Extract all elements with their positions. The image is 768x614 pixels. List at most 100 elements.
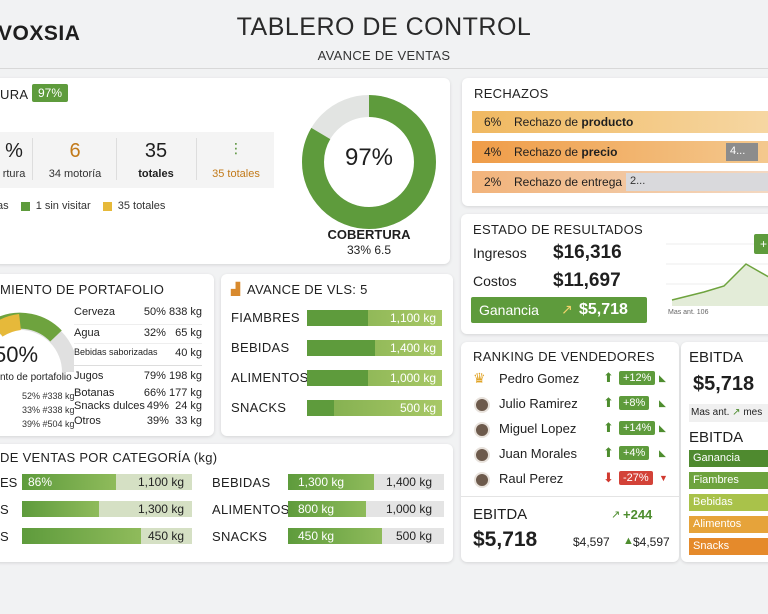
rechazos-title: RECHAZOS <box>474 86 549 101</box>
ebitda-side-title: EBITDA <box>689 349 744 366</box>
portafolio-row: Agua 32% 65 kg <box>74 325 202 344</box>
up-arrow-icon: ↗ <box>732 407 741 418</box>
stat-value: 35 <box>144 140 168 162</box>
cat-bar[interactable]: 1,300 kg 1,400 kg <box>288 474 444 490</box>
vls-bar-value: 1,100 kg <box>389 311 436 325</box>
stat-label: 35 totales <box>212 168 260 180</box>
triangle-down-icon: ▼ <box>659 473 668 483</box>
ebitda-legend-item: Fiambres <box>689 472 768 489</box>
cat-bar[interactable]: 450 kg 500 kg <box>288 528 444 544</box>
rechazo-row[interactable]: 4% Rechazo de precio 4... <box>472 141 768 163</box>
cat-bar[interactable]: 800 kg 1,000 kg <box>288 501 444 517</box>
vls-bar-value: 500 kg <box>399 401 436 415</box>
arrow-up-icon: ⬆ <box>603 445 614 460</box>
vls-bar-fill <box>307 370 368 386</box>
cat-label: ALIMENTOS <box>212 502 290 517</box>
gauge-accent <box>0 314 22 337</box>
resultados-card: ESTADO DE RESULTADOS Ingresos $16,316 Co… <box>461 214 768 334</box>
cat-badge: 86% <box>28 475 53 489</box>
seller-name[interactable]: Pedro Gomez <box>499 371 580 386</box>
rechazo-extra: 2... <box>626 173 768 191</box>
header-divider <box>0 68 768 69</box>
portafolio-row: Snacks dulces 49% 24 kg <box>74 400 202 412</box>
ebitda-legend-item: Snacks <box>689 538 768 555</box>
cat-label: SNACKS <box>212 529 268 544</box>
ebitda-side-card: EBITDA $5,718 Mas ant. ↗ mes EBITDA Gana… <box>681 342 768 562</box>
donut-value: 97% <box>344 144 394 171</box>
cat-bar[interactable]: 1,300 kg <box>22 501 192 517</box>
cat-value: 450 kg <box>147 529 184 543</box>
rechazo-label: Rechazo de precio <box>514 145 618 159</box>
vls-bar-fill <box>307 340 375 356</box>
ebitda-legend-item: Alimentos <box>689 516 768 533</box>
categorias-title: DE VENTAS POR CATEGORÍA (kg) <box>0 450 218 465</box>
arrow-up-icon: ⬆ <box>603 420 614 435</box>
cat-value: 1,100 kg <box>137 475 184 489</box>
cobertura-stats <box>0 132 274 188</box>
app-logo: VOXSIA <box>0 22 81 45</box>
seller-name[interactable]: Juan Morales <box>499 446 578 461</box>
seller-name[interactable]: Miguel Lopez <box>499 421 577 436</box>
flag-icon: ◣ <box>659 373 666 383</box>
divider <box>196 138 197 180</box>
vls-row-label: BEBIDAS <box>231 340 290 355</box>
seller-name[interactable]: Raul Perez <box>499 471 564 486</box>
legend-swatch-yellow <box>102 201 112 211</box>
divider <box>32 138 33 180</box>
cat-value: 450 kg <box>298 529 335 543</box>
avatar <box>474 472 490 488</box>
vls-bar[interactable]: 1,400 kg <box>307 340 442 356</box>
rechazo-row[interactable]: 6% Rechazo de producto <box>472 111 768 133</box>
page-title: TABLERO DE CONTROL <box>236 13 532 41</box>
legend-label: 1 sin visitar <box>35 200 91 212</box>
legend-label: tas <box>0 200 9 212</box>
cobertura-title: URA <box>0 87 29 102</box>
up-arrow-icon: ↗ <box>561 301 573 317</box>
ingresos-value: $16,316 <box>553 242 622 263</box>
vls-bar[interactable]: 1,100 kg <box>307 310 442 326</box>
cat-bar[interactable]: 86% 1,100 kg <box>22 474 192 490</box>
seller-name[interactable]: Julio Ramirez <box>499 396 578 411</box>
portafolio-title: MIENTO DE PORTAFOLIO <box>0 282 165 297</box>
crown-icon: ♛ <box>473 370 486 386</box>
flag-icon: ◣ <box>659 448 666 458</box>
donut-sub: 33% 6.5 <box>346 243 392 257</box>
chart-caption: Mas ant. 106 <box>668 309 709 316</box>
cat-bar-fill <box>288 474 374 490</box>
stat-value: % <box>5 140 23 162</box>
ingresos-label: Ingresos <box>473 245 527 261</box>
vls-bar-value: 1,400 kg <box>389 341 436 355</box>
ebitda-label: EBITDA <box>473 506 528 523</box>
rechazo-pct: 6% <box>484 115 502 129</box>
rechazo-pct: 4% <box>484 145 502 159</box>
cat-label: S <box>0 529 9 544</box>
rechazo-label: Rechazo de producto <box>514 115 634 129</box>
rechazo-row[interactable]: 2% Rechazo de entrega 2... <box>472 171 768 193</box>
gauge-value: 50% <box>0 342 39 367</box>
avatar <box>474 422 490 438</box>
rechazo-label: Rechazo de entrega <box>514 175 623 189</box>
rechazos-card: RECHAZOS 6% Rechazo de producto 4% Recha… <box>462 78 768 206</box>
donut-label: COBERTURA <box>327 227 411 242</box>
seller-change: +8% <box>619 396 650 410</box>
cobertura-badge: 97% <box>32 84 69 102</box>
gauge-label: nto de portafolio <box>0 372 72 383</box>
portafolio-row: Bebidas saborizadas 40 kg <box>74 344 202 366</box>
trend-line <box>671 263 768 301</box>
costos-value: $11,697 <box>553 270 621 291</box>
portafolio-row: Otros 39% 33 kg <box>74 415 202 427</box>
chart-badge <box>754 234 768 254</box>
cat-bar[interactable]: 450 kg <box>22 528 192 544</box>
portafolio-row: Jugos 79% 198 kg <box>74 370 202 382</box>
cat-value: 1,300 kg <box>137 502 184 516</box>
vls-bar[interactable]: 500 kg <box>307 400 442 416</box>
stat-value: 6 <box>69 140 81 162</box>
vls-bar-value: 1,000 kg <box>389 371 436 385</box>
up-arrow-icon: ↗ <box>611 509 621 521</box>
portafolio-row: Botanas 66% 177 kg <box>74 387 202 399</box>
ganancia-label: Ganancia <box>479 302 539 318</box>
triangle-up-icon: ▲ <box>623 535 634 547</box>
vls-bar[interactable]: 1,000 kg <box>307 370 442 386</box>
cat-bar-fill <box>288 528 382 544</box>
ranking-card: RANKING DE VENDEDORES ♛ Pedro Gomez ⬆ +12% ◣… <box>461 342 679 562</box>
